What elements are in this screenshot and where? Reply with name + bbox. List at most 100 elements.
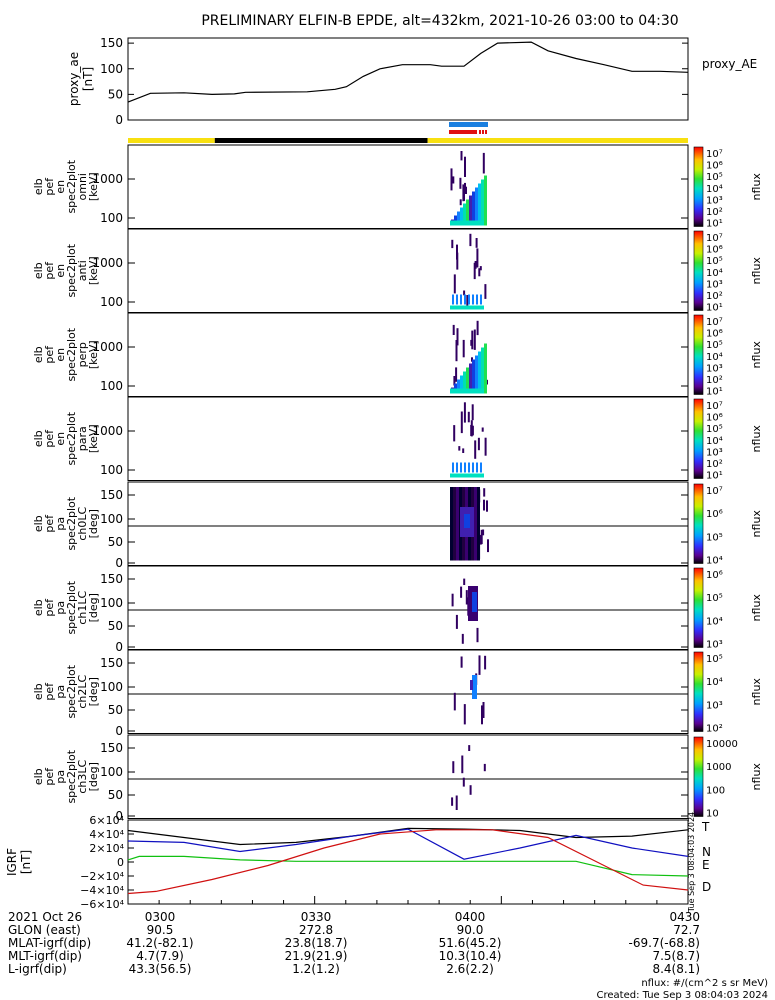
spectrogram-pixel [463, 402, 466, 423]
y-axis-label: pa [54, 685, 67, 699]
spectrogram-pixel [452, 294, 454, 305]
spectrogram-pixel [455, 340, 458, 362]
spectrogram-pixel [470, 680, 473, 690]
y-tick-label: 50 [108, 535, 123, 549]
colorbar [693, 736, 704, 817]
spectrogram-pixel [466, 295, 469, 307]
spectrogram-pixel [456, 244, 458, 260]
spectrogram-pixel [474, 440, 477, 459]
colorbar-tick-label: 10⁷ [706, 317, 723, 328]
colorbar-tick-label: 10⁵ [706, 593, 723, 604]
y-axis-label: IGRF [5, 848, 19, 876]
spectrogram-pixel [476, 248, 479, 268]
y-axis-label: [nT] [19, 850, 33, 874]
footer-row-value: 0430 [669, 910, 700, 924]
spectrogram-pixel [465, 590, 468, 605]
colorbar-tick-label: 10⁵ [706, 172, 723, 183]
colorbar-label: nflux [750, 425, 763, 453]
y-tick-label: 0 [115, 724, 123, 738]
spectrogram-panel: 1000100elbpefenspec2plotperp[keV]10⁷10⁶1… [32, 312, 763, 398]
colorbar-tick-label: 10¹ [706, 219, 723, 230]
y-tick-label: 6×10⁴ [89, 814, 124, 827]
colorbar-tick-label: 10⁴ [706, 268, 723, 279]
spectrogram-pixel [462, 184, 465, 202]
spectrogram-pixel [464, 182, 466, 191]
y-tick-label: 150 [100, 741, 123, 755]
spectrogram-pixel [472, 675, 477, 699]
colorbar-tick-label: 10⁷ [706, 233, 723, 244]
colorbar-tick-label: 10² [706, 375, 723, 386]
spectrogram-pixel [450, 487, 453, 561]
spectrogram-pixel [468, 294, 470, 305]
y-axis-label: ch0LC [76, 507, 89, 541]
spectrogram-pixel [471, 330, 474, 350]
footer-row-label: MLAT-igrf(dip) [8, 936, 91, 950]
footer-row-label: MLT-igrf(dip) [8, 949, 82, 963]
spectrogram-pixel [483, 499, 485, 511]
spectrogram-pixel [478, 655, 481, 675]
spectrogram-pixel [472, 592, 477, 612]
spectrogram-pixel [469, 233, 472, 247]
spectrogram-pixel [460, 411, 463, 434]
y-tick-label: 100 [100, 295, 123, 309]
colorbar-tick-label: 10⁴ [706, 184, 723, 195]
footer-row-label: L-igrf(dip) [8, 962, 67, 976]
y-axis-label: elb [32, 262, 45, 279]
colorbar-tick-label: 10⁵ [706, 654, 723, 665]
spectrogram-pixel [481, 705, 483, 725]
footer-row-value: 43.3(56.5) [129, 962, 192, 976]
igrf-legend-T: T [701, 820, 710, 834]
spectrogram-pixel [455, 367, 458, 382]
y-tick-label: 1000 [92, 424, 123, 438]
spectrogram-pixel [451, 593, 454, 607]
colorbar-tick-label: 10⁵ [706, 424, 723, 435]
spectrogram-pixel [453, 692, 456, 711]
spectrogram-pixel [464, 294, 466, 305]
y-axis-label: pef [43, 767, 56, 786]
colorbar-label: nflux [750, 257, 763, 285]
creation-stamp-vertical: Tue Sep 3 08:04:03 2024 [687, 812, 696, 913]
panel-frame [127, 649, 689, 734]
spectrogram-pixel [452, 324, 455, 335]
spectrogram-pixel [456, 487, 459, 561]
y-tick-label: 2×10⁴ [89, 842, 124, 855]
colorbar [693, 230, 704, 311]
y-axis-label: en [54, 432, 67, 446]
y-axis-label: en [54, 180, 67, 194]
spectrogram-pixel [477, 437, 480, 451]
footer-row-value: 10.3(10.4) [439, 949, 502, 963]
spectrogram-pixel [463, 290, 466, 296]
spectrogram-pixel [455, 795, 458, 810]
y-tick-label: 150 [100, 488, 123, 502]
spectrogram-pixel [484, 284, 487, 299]
spectrogram-pixel [479, 266, 482, 271]
spectrogram-pixel [453, 274, 456, 294]
colorbar [693, 314, 704, 395]
spectrogram-pixel [472, 462, 474, 473]
science-zone-marker-red [449, 130, 477, 134]
panel-frame [127, 734, 689, 819]
spectrogram-pixel [482, 529, 485, 536]
spectrogram-panel: 1000100elbpefenspec2plotpara[keV]10⁷10⁶1… [32, 396, 763, 482]
spectrogram-pixel [460, 294, 462, 305]
y-tick-label: 4×10⁴ [89, 828, 124, 841]
science-zone-marker-red [479, 130, 481, 134]
spectrogram-pixel [466, 199, 469, 226]
spectrogram-pixel [479, 534, 482, 545]
spectrogram-pixel [483, 763, 486, 772]
footer-row-value: 90.5 [147, 923, 174, 937]
spectrogram-pixel [475, 355, 478, 394]
colorbar-tick-label: 1000 [706, 762, 731, 773]
y-axis-label: para [76, 426, 89, 451]
footer-row-value: 0400 [455, 910, 486, 924]
y-axis-label: [deg] [87, 677, 100, 706]
y-tick-label: 100 [100, 62, 123, 76]
colorbar-tick-label: 10⁴ [706, 436, 723, 447]
footer-row-value: 2.6(2.2) [446, 962, 494, 976]
created-timestamp: Created: Tue Sep 3 08:04:03 2024 [597, 990, 769, 1000]
spectrogram-pixel [480, 462, 482, 473]
colorbar-tick-label: 10⁴ [706, 352, 723, 363]
